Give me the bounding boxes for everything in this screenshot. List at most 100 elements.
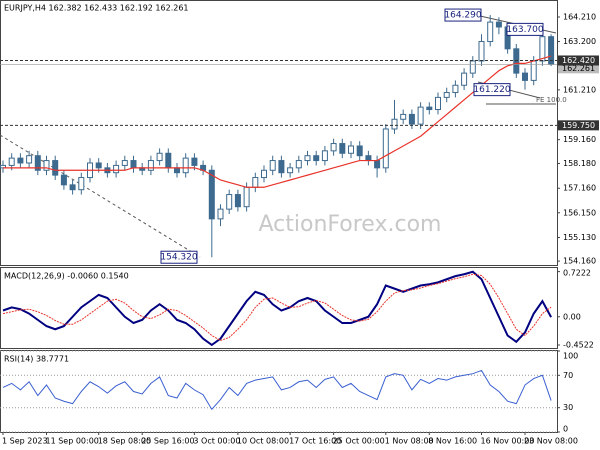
- level-label: 159.750: [562, 121, 595, 130]
- indicator-line: [2, 273, 552, 342]
- annotation-label: 154.320: [160, 253, 197, 263]
- y-tick-label: 30: [563, 403, 573, 412]
- candle-body: [174, 167, 180, 174]
- y-tick-label: 0.7222: [563, 269, 591, 278]
- y-tick-label: 0.00: [563, 312, 581, 321]
- level-label: 162.420: [562, 56, 595, 65]
- candle-body: [304, 155, 311, 162]
- candle-body: [321, 150, 328, 162]
- candle-body: [452, 84, 459, 94]
- candle-body: [252, 177, 259, 188]
- candle-body: [43, 160, 50, 171]
- candle-body: [330, 143, 337, 152]
- price-label-box: [558, 63, 599, 74]
- candle-body: [226, 194, 233, 210]
- y-tick-label: 70: [563, 371, 573, 380]
- candle-body: [52, 160, 59, 176]
- candle-body: [278, 160, 285, 174]
- annotation-label: 161.220: [473, 85, 510, 95]
- candle-body: [130, 160, 137, 169]
- y-tick-label: 156.150: [563, 208, 596, 217]
- main-pane: [0, 0, 558, 266]
- annotation-box: [506, 22, 544, 36]
- candle-body: [391, 118, 398, 130]
- annotation-label: 163.700: [506, 25, 543, 35]
- candle-body: [365, 155, 372, 162]
- candle-body: [426, 106, 433, 111]
- moving-average: [3, 55, 552, 188]
- y-tick-label: 159.160: [563, 135, 596, 144]
- y-tick-label: 155.130: [563, 233, 596, 242]
- candle-body: [26, 155, 33, 164]
- candle-body: [182, 157, 189, 174]
- x-tick-label: 16 Nov 00:00: [481, 437, 535, 446]
- candle-body: [382, 128, 389, 169]
- candle-body: [530, 60, 537, 81]
- candle-body: [165, 152, 172, 169]
- y-tick-label: 163.200: [563, 37, 596, 46]
- candle-body: [400, 113, 407, 120]
- x-tick-label: 1 Nov 08:00: [385, 437, 434, 446]
- x-tick-label: 25 Oct 00:00: [333, 437, 385, 446]
- candle-body: [287, 167, 294, 174]
- annotation-box: [160, 250, 198, 264]
- pane-title: EURJPY,H4 162.382 162.433 162.192 162.26…: [4, 4, 189, 13]
- x-tick-label: 1 Sep 2023: [2, 437, 48, 446]
- candle-body: [243, 186, 250, 208]
- macd-pane: [0, 267, 558, 349]
- annotation-label: 164.290: [444, 11, 481, 21]
- candle-body: [17, 157, 24, 164]
- candle-body: [95, 162, 102, 169]
- fe-label: FE 100.0: [536, 96, 567, 104]
- candle-body: [208, 169, 215, 220]
- candle-body: [8, 157, 15, 166]
- y-tick-label: 161.210: [563, 85, 596, 94]
- level-label-box: [558, 120, 599, 131]
- pane-title: RSI(14) 38.7771: [4, 355, 69, 364]
- x-tick-label: 17 Oct 16:00: [289, 437, 341, 446]
- candle-body: [487, 21, 494, 43]
- candle-body: [348, 145, 354, 154]
- candle-body: [234, 194, 241, 208]
- candle-body: [261, 169, 267, 179]
- x-tick-label: 18 Sep 08:00: [98, 437, 151, 446]
- candle-body: [113, 164, 120, 174]
- y-tick-label: 154.160: [563, 257, 596, 266]
- watermark: ActionForex.com: [259, 212, 442, 237]
- candle-body: [374, 160, 381, 169]
- x-tick-label: 8 Nov 16:00: [428, 437, 477, 446]
- candle-body: [495, 21, 502, 28]
- candle-body: [443, 92, 450, 98]
- candle-body: [313, 155, 320, 162]
- x-tick-label: 10 Oct 08:00: [237, 437, 289, 446]
- candle-body: [60, 174, 67, 186]
- candle-body: [356, 145, 363, 157]
- candle-body: [121, 160, 128, 166]
- candle-body: [435, 96, 441, 111]
- candle-body: [156, 152, 163, 162]
- y-tick-label: 164.210: [563, 13, 596, 22]
- indicator-line: [2, 369, 552, 411]
- indicator-line: [2, 270, 552, 347]
- y-tick-label: 158.180: [563, 159, 596, 168]
- x-tick-label: 25 Sep 16:00: [141, 437, 194, 446]
- candle-body: [339, 143, 346, 154]
- y-tick-label: 157.160: [563, 184, 596, 193]
- candle-body: [69, 184, 76, 191]
- x-tick-label: 11 Sep 00:00: [46, 437, 99, 446]
- y-tick-label: 0: [563, 425, 568, 434]
- candle-body: [147, 160, 154, 171]
- candle-body: [408, 113, 415, 125]
- candle-body: [478, 41, 485, 62]
- candle-body: [34, 155, 41, 171]
- candle-body: [461, 72, 468, 86]
- level-label-box: [558, 55, 599, 66]
- y-tick-label: 100: [563, 352, 578, 361]
- current-price-label: 162.261: [562, 64, 595, 73]
- y-tick-label: -0.4522: [563, 341, 594, 350]
- candle-body: [417, 106, 424, 125]
- x-tick-label: 23 Nov 08:00: [524, 437, 578, 446]
- candle-body: [469, 60, 476, 74]
- candle-body: [191, 157, 198, 166]
